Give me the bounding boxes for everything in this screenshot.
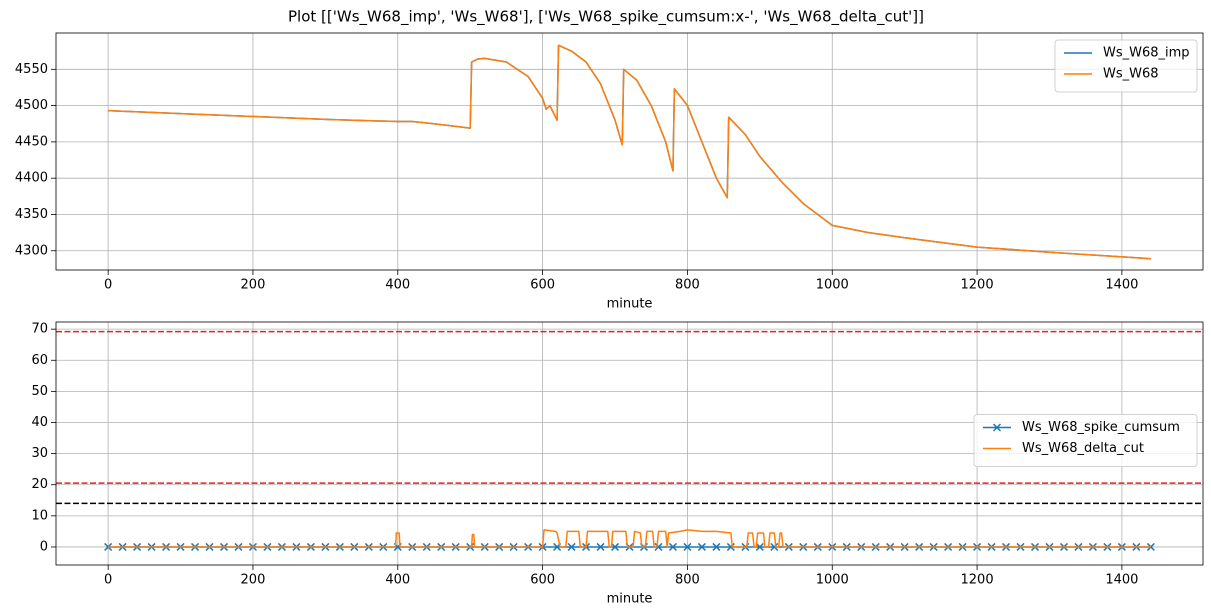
x-tick-label: 1400 [1105,573,1138,588]
y-tick-label: 4450 [15,134,48,149]
marker [104,542,113,551]
y-tick-label: 20 [31,477,48,492]
marker [712,542,721,551]
y-tick-label: 50 [31,384,48,399]
y-tick-label: 0 [40,539,48,554]
plot-area [108,44,1151,260]
legend: Ws_W68_spike_cumsum Ws_W68_delta_cut [973,414,1198,467]
legend-label: Ws_W68_delta_cut [1022,441,1144,456]
y-tick-label: 4550 [15,62,48,77]
marker [697,542,706,551]
legend-label: Ws_W68_imp [1103,46,1190,61]
axes-frame [55,32,1204,271]
x-tick-label: 200 [241,573,266,588]
axes: 0 200 400 600 800 1000 1200 1400 4300 4350 4400 445… [15,32,1204,312]
y-tick-label: 4300 [15,243,48,258]
legend: Ws_W68_imp Ws_W68 [1054,39,1198,93]
legend-label: Ws_W68 [1103,67,1159,82]
series-line [108,44,1151,260]
axes: 0 200 400 600 800 1000 1200 1400 0 10 20 30 40 50 60 70… [31,321,1204,607]
x-tick-label: 1200 [961,573,994,588]
x-tick-label: 1000 [816,573,849,588]
marker [755,542,764,551]
legend-label: Ws_W68_spike_cumsum [1022,420,1180,435]
x-tick-label: 600 [530,278,555,293]
x-tick-label: 1000 [816,278,849,293]
x-axis-label: minute [607,592,653,607]
marker [610,542,620,551]
x-tick-label: 1200 [961,278,994,293]
x-tick-label: 0 [104,278,112,293]
y-tick-label: 4500 [15,98,48,113]
marker [596,542,605,551]
marker [770,542,779,551]
axes-frame [55,321,1204,566]
y-tick-label: 30 [31,446,48,461]
plot-area [56,330,1203,551]
marker [683,542,692,551]
marker [726,542,735,551]
y-tick-label: 10 [31,508,48,523]
legend-marker [992,423,1002,432]
x-tick-label: 400 [385,573,410,588]
series-line [108,529,1151,548]
x-tick-label: 1400 [1105,278,1138,293]
x-tick-label: 0 [104,573,112,588]
y-tick-label: 70 [31,322,48,337]
x-tick-label: 800 [675,573,700,588]
x-tick-label: 400 [385,278,410,293]
marker [567,542,576,551]
y-tick-label: 40 [31,415,48,430]
x-axis-label: minute [607,297,653,312]
figure-title: Plot [['Ws_W68_imp', 'Ws_W68'], ['Ws_W68… [288,8,924,27]
y-tick-label: 4350 [15,207,48,222]
y-tick-label: 60 [31,353,48,368]
x-tick-label: 800 [675,278,700,293]
marker [668,542,677,551]
x-tick-label: 600 [530,573,555,588]
marker [654,542,663,551]
legend-box [973,414,1198,467]
x-tick-label: 200 [241,278,266,293]
y-tick-label: 4400 [15,171,48,186]
